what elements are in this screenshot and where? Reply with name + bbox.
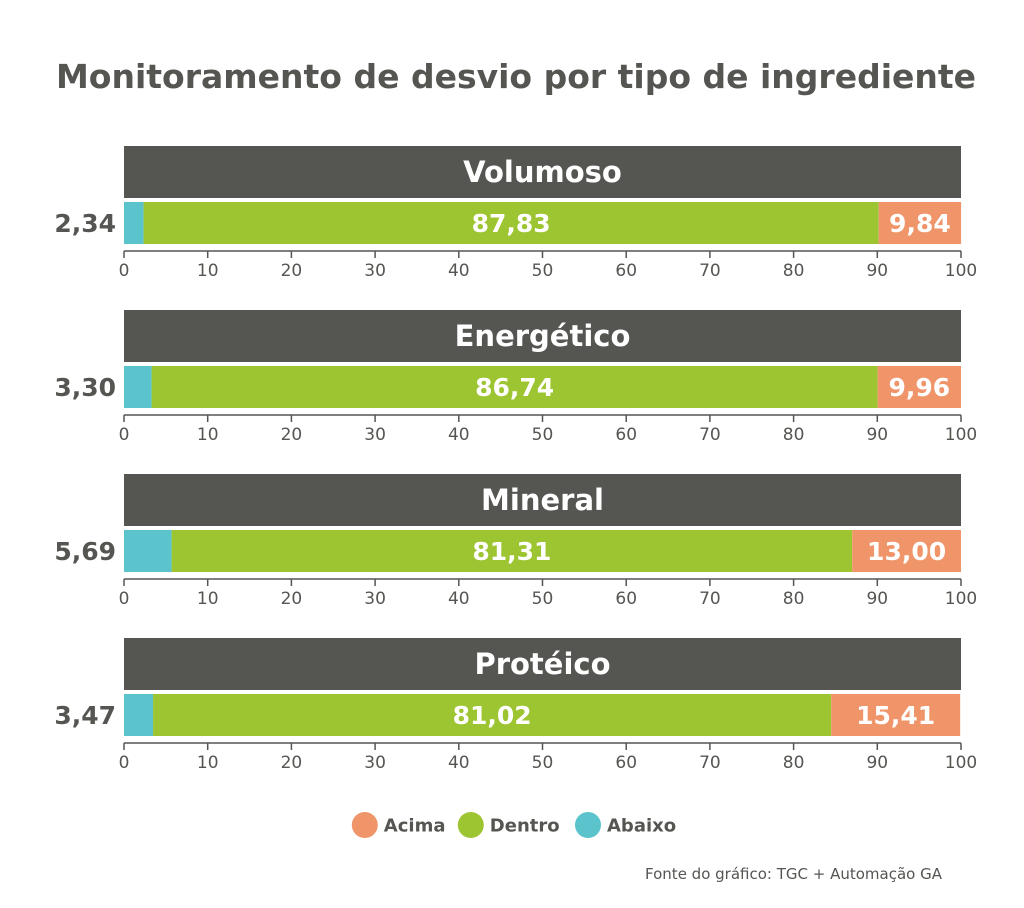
- x-tick-label: 10: [197, 753, 219, 773]
- legend-item-abaixo: Abaixo: [575, 812, 676, 838]
- x-tick-label: 100: [945, 261, 977, 281]
- x-tick-label: 60: [615, 753, 637, 773]
- x-tick-label: 20: [281, 753, 303, 773]
- bar-segment-acima: [878, 202, 962, 244]
- x-tick-label: 30: [364, 261, 386, 281]
- x-tick-label: 90: [866, 753, 888, 773]
- x-tick-label: 70: [699, 425, 721, 445]
- panel-title: Protéico: [474, 647, 610, 681]
- x-tick-label: 100: [945, 753, 977, 773]
- panel-title: Volumoso: [463, 155, 622, 189]
- panel-header: [124, 310, 961, 362]
- data-label-acima: 9,84: [889, 209, 951, 238]
- legend-item-dentro: Dentro: [457, 812, 560, 838]
- legend-swatch-dentro: [457, 812, 484, 838]
- x-tick-label: 70: [699, 589, 721, 609]
- x-tick-label: 90: [866, 261, 888, 281]
- panel-header: [124, 474, 961, 526]
- bar-segment-acima: [852, 530, 961, 572]
- x-tick-label: 50: [532, 589, 554, 609]
- x-tick-label: 100: [945, 589, 977, 609]
- x-tick-label: 0: [119, 589, 130, 609]
- data-label-abaixo: 2,34: [54, 209, 116, 238]
- legend-label-abaixo: Abaixo: [607, 816, 676, 837]
- panel-header: [124, 146, 961, 198]
- x-tick-label: 40: [448, 753, 470, 773]
- x-tick-label: 10: [197, 589, 219, 609]
- chart-source: Fonte do gráfico: TGC + Automação GA: [645, 865, 943, 883]
- x-tick-label: 90: [866, 589, 888, 609]
- chart-panel: Volumoso 87,83 9,84 2,34 0 10 20 30 40 50 60 70 80 90…: [54, 146, 977, 281]
- x-tick-label: 10: [197, 261, 219, 281]
- x-tick-label: 80: [783, 261, 805, 281]
- x-tick-label: 90: [866, 425, 888, 445]
- x-tick-label: 10: [197, 425, 219, 445]
- chart-legend: Acima Dentro Abaixo: [351, 812, 676, 838]
- legend-swatch-acima: [351, 812, 378, 838]
- x-tick-label: 80: [783, 589, 805, 609]
- x-tick-label: 40: [448, 425, 470, 445]
- legend-swatch-abaixo: [575, 812, 601, 838]
- x-tick-label: 40: [448, 261, 470, 281]
- bar-segment-dentro: [171, 530, 853, 572]
- x-tick-label: 50: [532, 753, 554, 773]
- data-label-dentro: 81,02: [453, 701, 532, 730]
- data-label-dentro: 86,74: [475, 373, 554, 402]
- bar-segment-abaixo: [124, 202, 144, 244]
- legend-label-acima: Acima: [384, 816, 446, 837]
- data-label-dentro: 81,31: [472, 537, 551, 566]
- x-tick-label: 0: [119, 425, 130, 445]
- x-tick-label: 60: [615, 425, 637, 445]
- bar-segment-abaixo: [124, 366, 152, 408]
- legend-label-dentro: Dentro: [490, 816, 560, 837]
- bar-segment-acima: [877, 366, 961, 408]
- chart-panels: Volumoso 87,83 9,84 2,34 0 10 20 30 40 50 60 70 80 90…: [54, 146, 977, 773]
- data-label-acima: 15,41: [856, 701, 935, 730]
- bar-segment-acima: [831, 694, 961, 736]
- x-tick-label: 70: [699, 753, 721, 773]
- chart-panel: Protéico 81,02 15,41 3,47 0 10 20 30 40 50 60 70 80 9…: [54, 638, 977, 773]
- panel-header: [124, 638, 961, 690]
- x-tick-label: 60: [615, 589, 637, 609]
- panel-title: Energético: [455, 319, 631, 353]
- x-tick-label: 30: [364, 589, 386, 609]
- x-tick-label: 70: [699, 261, 721, 281]
- x-tick-label: 80: [783, 753, 805, 773]
- x-tick-label: 30: [364, 753, 386, 773]
- x-tick-label: 30: [364, 425, 386, 445]
- chart-panel: Energético 86,74 9,96 3,30 0 10 20 30 40 50 60 70 80…: [54, 310, 977, 445]
- x-tick-label: 20: [281, 425, 303, 445]
- x-tick-label: 50: [532, 261, 554, 281]
- x-tick-label: 0: [119, 261, 130, 281]
- data-label-abaixo: 3,47: [54, 701, 116, 730]
- bar-segment-abaixo: [124, 530, 172, 572]
- data-label-abaixo: 3,30: [54, 373, 116, 402]
- chart-title: Monitoramento de desvio por tipo de ingr…: [56, 57, 976, 96]
- data-label-dentro: 87,83: [472, 209, 551, 238]
- bar-segment-dentro: [151, 366, 878, 408]
- x-tick-label: 60: [615, 261, 637, 281]
- x-tick-label: 20: [281, 589, 303, 609]
- data-label-acima: 9,96: [888, 373, 950, 402]
- bar-segment-abaixo: [124, 694, 154, 736]
- x-tick-label: 20: [281, 261, 303, 281]
- x-tick-label: 80: [783, 425, 805, 445]
- data-label-acima: 13,00: [867, 537, 946, 566]
- x-tick-label: 40: [448, 589, 470, 609]
- bar-segment-dentro: [143, 202, 879, 244]
- data-label-abaixo: 5,69: [54, 537, 116, 566]
- x-tick-label: 50: [532, 425, 554, 445]
- x-tick-label: 100: [945, 425, 977, 445]
- legend-item-acima: Acima: [351, 812, 446, 838]
- bar-segment-dentro: [153, 694, 832, 736]
- x-tick-label: 0: [119, 753, 130, 773]
- panel-title: Mineral: [481, 483, 604, 517]
- chart-panel: Mineral 81,31 13,00 5,69 0 10 20 30 40 50 60 70 80 90…: [54, 474, 977, 609]
